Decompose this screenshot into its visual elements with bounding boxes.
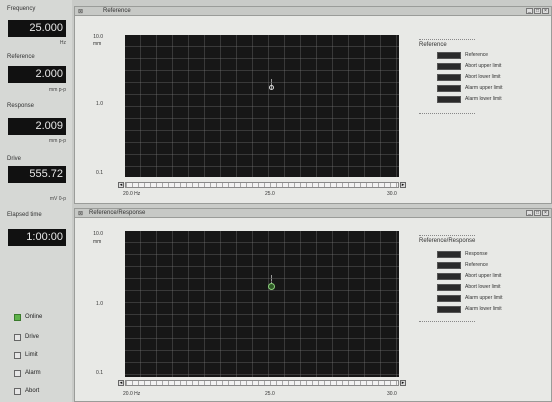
minimize-button[interactable]: _ [526, 8, 533, 14]
indicator-label: Abort [25, 388, 40, 394]
legend-item: Abort lower limit [437, 283, 501, 291]
abort-led-icon [14, 387, 21, 395]
reference-point-marker [269, 85, 274, 90]
indicator-online: Online [14, 312, 42, 322]
y-tick-label: 1.0 [96, 301, 103, 307]
indicator-label: Drive [25, 334, 40, 340]
indicator-label: Alarm [25, 370, 41, 376]
frequency-unit: Hz [59, 40, 66, 46]
indicator-label: Online [25, 314, 43, 320]
legend-item: Reference [437, 261, 488, 269]
drive-label: Drive [7, 156, 22, 162]
legend-title: Reference/Response [419, 238, 476, 244]
reference-response-plot[interactable] [125, 231, 399, 377]
minimize-button[interactable]: _ [526, 210, 533, 216]
reference-response-window: ⊠ Reference/Response _ □ × 10.0 mm 1.0 0… [74, 208, 552, 402]
x-tick-label: 25.0 [265, 391, 275, 397]
y-tick-label: 0.1 [96, 370, 103, 376]
x-tick-label: 20.0 Hz [123, 391, 141, 397]
legend-item: Abort upper limit [437, 62, 501, 70]
center-frequency-marker [271, 79, 272, 89]
legend-item: Reference [437, 51, 488, 59]
legend-item: Abort upper limit [437, 272, 501, 280]
online-led-icon [14, 313, 21, 321]
reference-label: Reference [7, 54, 35, 60]
window-menu-icon[interactable]: ⊠ [78, 211, 84, 217]
elapsed-time-readout: 1:00:00 [8, 229, 66, 246]
window-title: Reference [103, 8, 131, 14]
y-tick-label: 10.0 [93, 231, 103, 237]
window-title: Reference/Response [89, 210, 146, 216]
x-axis-scale[interactable] [125, 380, 399, 386]
y-unit-label: mm [93, 41, 102, 47]
reference-legend: Reference Reference Abort upper limit Ab… [419, 35, 547, 125]
drive-led-icon [14, 333, 21, 341]
legend-item: Alarm lower limit [437, 95, 502, 103]
response-unit: mm p-p [49, 138, 66, 144]
indicator-alarm: Alarm [14, 368, 41, 378]
indicator-abort: Abort [14, 386, 39, 396]
maximize-button[interactable]: □ [534, 8, 541, 14]
window-menu-icon[interactable]: ⊠ [78, 9, 84, 15]
reference-readout: 2.000 [8, 66, 66, 83]
response-point-marker [268, 283, 275, 290]
legend-item: Abort lower limit [437, 73, 501, 81]
drive-readout: 555.72 [8, 166, 66, 183]
legend-item: Alarm upper limit [437, 294, 503, 302]
readout-panel: Frequency 25.000 Hz Reference 2.000 mm p… [0, 0, 72, 402]
reference-response-window-titlebar[interactable]: ⊠ Reference/Response _ □ × [75, 209, 551, 218]
y-tick-label: 10.0 [93, 34, 103, 40]
legend-title: Reference [419, 42, 447, 48]
close-button[interactable]: × [542, 210, 549, 216]
scroll-right-arrow[interactable]: ▸ [400, 380, 406, 386]
limit-led-icon [14, 351, 21, 359]
x-tick-label: 30.0 [387, 191, 397, 197]
elapsed-time-label: Elapsed time [7, 212, 42, 218]
close-button[interactable]: × [542, 8, 549, 14]
x-axis-scale[interactable] [125, 182, 399, 188]
y-tick-label: 1.0 [96, 101, 103, 107]
legend-item: Response [437, 250, 488, 258]
scroll-left-arrow[interactable]: ◂ [118, 182, 124, 188]
center-frequency-marker [271, 275, 272, 285]
y-unit-label: mm [93, 239, 102, 245]
frequency-readout: 25.000 [8, 20, 66, 37]
reference-window-titlebar[interactable]: ⊠ Reference _ □ × [75, 7, 551, 16]
indicator-label: Limit [25, 352, 38, 358]
reference-response-legend: Reference/Response Response Reference Ab… [419, 231, 547, 331]
legend-item: Alarm lower limit [437, 305, 502, 313]
scroll-right-arrow[interactable]: ▸ [400, 182, 406, 188]
drive-unit: mV 0-p [49, 196, 66, 202]
indicator-drive: Drive [14, 332, 39, 342]
x-tick-label: 25.0 [265, 191, 275, 197]
reference-window: ⊠ Reference _ □ × 10.0 mm 1.0 0.1 ◂ ▸ 20… [74, 6, 552, 204]
y-tick-label: 0.1 [96, 170, 103, 176]
x-tick-label: 30.0 [387, 391, 397, 397]
frequency-label: Frequency [7, 6, 36, 12]
legend-item: Alarm upper limit [437, 84, 503, 92]
maximize-button[interactable]: □ [534, 210, 541, 216]
response-readout: 2.009 [8, 118, 66, 135]
scroll-left-arrow[interactable]: ◂ [118, 380, 124, 386]
response-label: Response [7, 103, 35, 109]
x-tick-label: 20.0 Hz [123, 191, 141, 197]
reference-unit: mm p-p [49, 87, 66, 93]
reference-plot[interactable] [125, 35, 399, 177]
indicator-limit: Limit [14, 350, 38, 360]
alarm-led-icon [14, 369, 21, 377]
